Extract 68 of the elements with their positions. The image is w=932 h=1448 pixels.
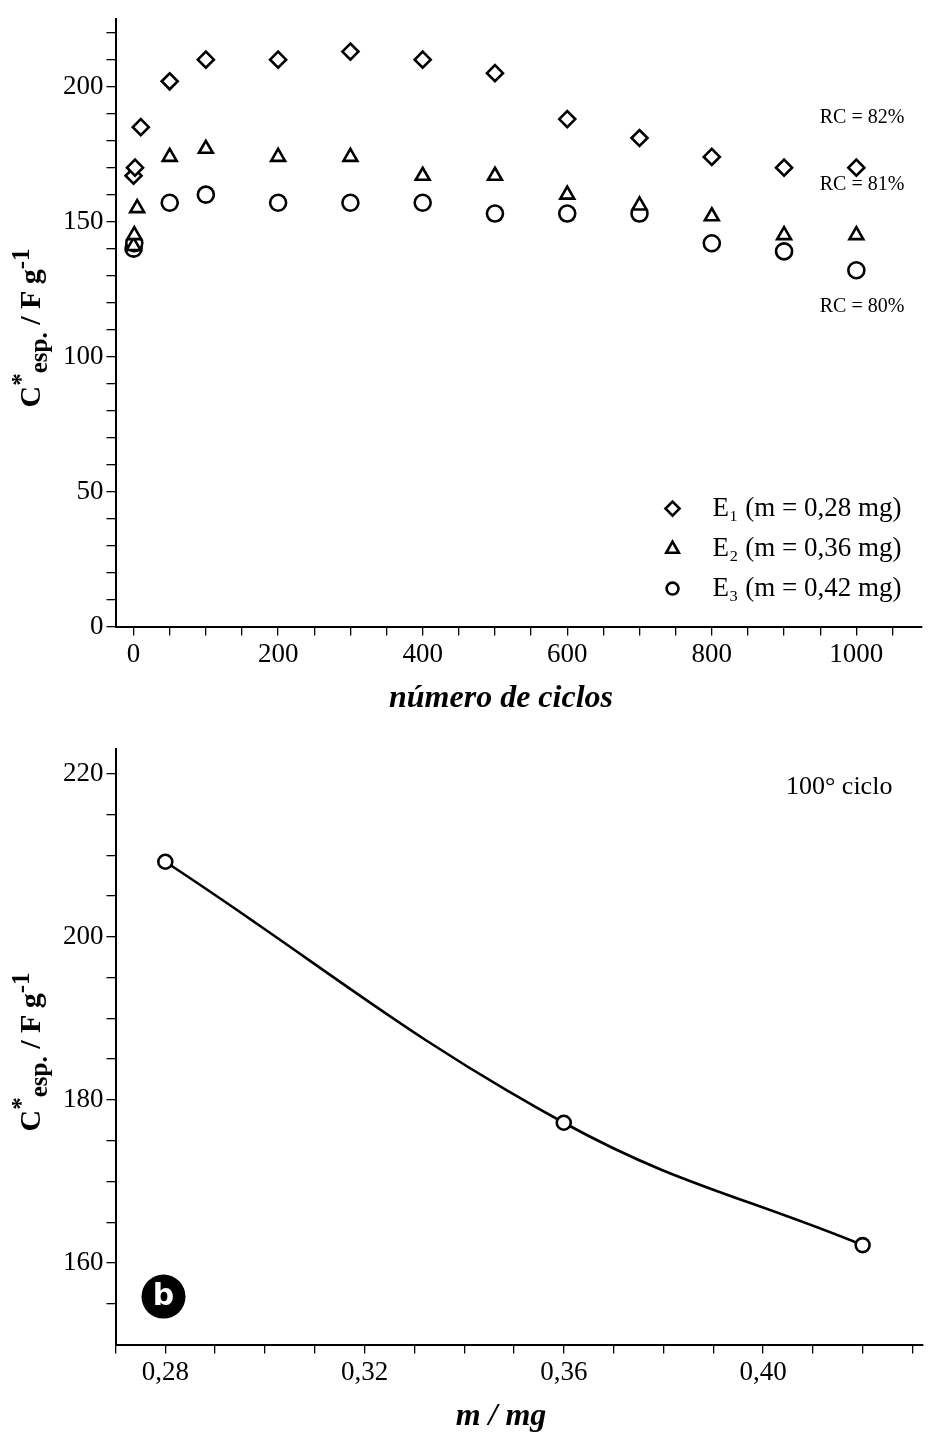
legend-label: E₁ (m = 0,28 mg) (712, 491, 902, 522)
annotation: b (152, 1277, 175, 1313)
x-tick-label: 1000 (829, 637, 884, 668)
point (341, 193, 360, 213)
x-tick-label: 400 (402, 637, 443, 668)
x-tick-label: 200 (257, 637, 299, 668)
point (774, 242, 794, 261)
point (160, 193, 180, 213)
y-tick-label: 200 (63, 919, 104, 950)
x-tick-label: 0,32 (340, 1355, 389, 1386)
annotation: RC = 81% (819, 172, 905, 195)
point (630, 128, 649, 148)
point (848, 225, 865, 241)
point (341, 42, 360, 61)
annotation: 100° ciclo (785, 771, 893, 801)
point (268, 193, 288, 213)
point (854, 1236, 871, 1254)
point (486, 166, 504, 182)
point (557, 204, 577, 223)
y-tick-label: 100 (63, 339, 104, 370)
point (414, 166, 431, 182)
point (196, 185, 216, 204)
point (196, 50, 216, 69)
point (268, 50, 288, 69)
x-axis-title: número de ciclos (388, 678, 614, 715)
point (702, 147, 722, 167)
y-tick-label: 160 (63, 1246, 104, 1277)
point (342, 147, 359, 163)
point (774, 158, 794, 177)
point (557, 109, 577, 129)
x-tick-label: 800 (691, 637, 733, 668)
annotation: RC = 80% (819, 293, 905, 316)
point (125, 158, 145, 177)
point (559, 185, 576, 200)
point (847, 260, 866, 280)
point (197, 139, 215, 155)
y-tick-label: 50 (76, 474, 104, 505)
point (775, 225, 793, 241)
point (126, 225, 143, 241)
point (157, 853, 174, 871)
legend-label: E₃ (m = 0,42 mg) (712, 571, 902, 602)
point (131, 117, 151, 137)
y-tick-label: 0 (90, 609, 104, 640)
x-tick-label: 0,28 (141, 1355, 189, 1386)
point (413, 193, 432, 213)
point (161, 147, 178, 163)
y-tick-label: 180 (63, 1083, 104, 1114)
legend-label: E₂ (m = 0,36 mg) (712, 531, 902, 562)
x-tick-label: 0 (126, 637, 141, 668)
point (485, 204, 505, 223)
point (555, 1114, 573, 1132)
point (631, 196, 648, 211)
x-tick-label: 600 (546, 637, 588, 668)
x-axis-title: m / mg (454, 1396, 548, 1433)
annotation: RC = 82% (819, 104, 905, 127)
point (160, 71, 180, 91)
y-tick-label: 150 (63, 204, 104, 235)
point (269, 147, 287, 163)
y-tick-label: 200 (63, 69, 104, 100)
point (847, 158, 866, 177)
y-tick-label: 220 (63, 756, 104, 787)
x-tick-label: 0,40 (739, 1355, 787, 1386)
point (703, 206, 721, 222)
point (413, 50, 432, 69)
point (702, 233, 722, 253)
x-tick-label: 0,36 (540, 1355, 588, 1386)
point (128, 198, 146, 214)
point (485, 63, 505, 83)
